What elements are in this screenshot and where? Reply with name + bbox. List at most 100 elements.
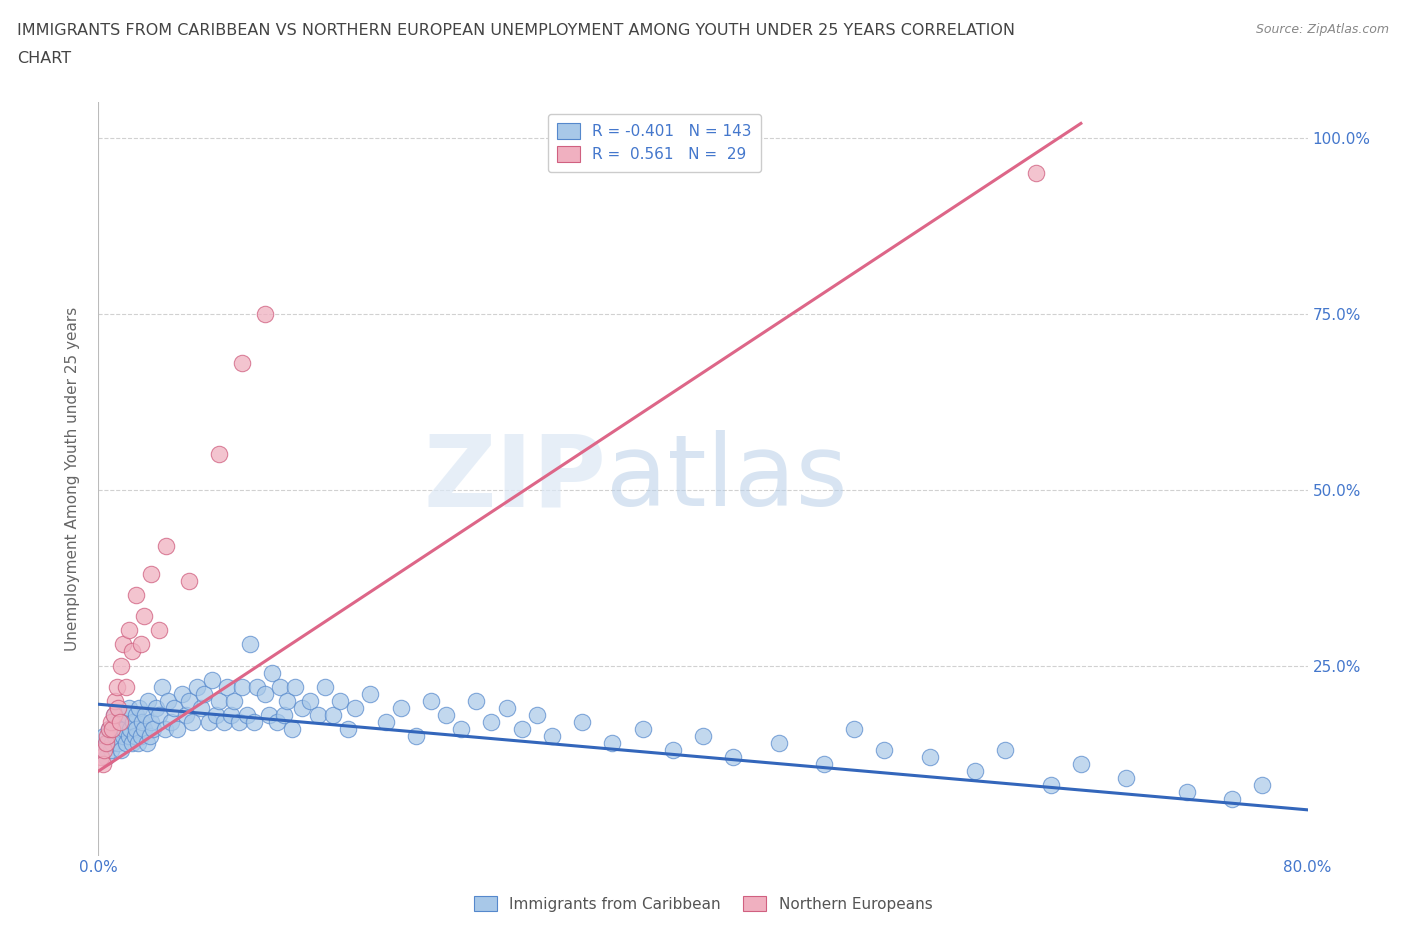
Point	[100, 742, 122, 757]
Point	[276, 693, 298, 708]
Point	[631, 722, 654, 737]
Point	[314, 679, 336, 694]
Point	[723, 750, 745, 764]
Point	[329, 693, 352, 708]
Point	[114, 736, 136, 751]
Point	[844, 722, 866, 737]
Point	[101, 722, 124, 737]
Point	[1070, 757, 1092, 772]
Point	[253, 686, 276, 701]
Point	[108, 714, 131, 729]
Point	[602, 736, 624, 751]
Point	[661, 742, 683, 757]
Point	[540, 728, 562, 743]
Point	[360, 686, 382, 701]
Point	[179, 574, 201, 589]
Point	[148, 708, 170, 723]
Point	[125, 708, 148, 723]
Point	[121, 644, 143, 658]
Point	[129, 637, 152, 652]
Point	[481, 714, 503, 729]
Point	[105, 679, 128, 694]
Point	[115, 708, 138, 723]
Point	[136, 693, 159, 708]
Point	[160, 714, 183, 729]
Point	[125, 588, 148, 603]
Point	[994, 742, 1017, 757]
Point	[153, 722, 176, 737]
Point	[235, 708, 257, 723]
Point	[434, 708, 457, 723]
Point	[918, 750, 941, 764]
Point	[273, 708, 295, 723]
Point	[1024, 166, 1046, 180]
Point	[107, 736, 129, 751]
Point	[1251, 777, 1274, 792]
Point	[145, 700, 167, 715]
Point	[131, 714, 153, 729]
Point	[181, 714, 204, 729]
Point	[1175, 785, 1198, 800]
Point	[104, 693, 127, 708]
Point	[322, 708, 344, 723]
Point	[205, 708, 228, 723]
Point	[107, 700, 129, 715]
Point	[108, 722, 131, 737]
Point	[450, 722, 472, 737]
Point	[111, 637, 134, 652]
Point	[118, 728, 141, 743]
Point	[193, 686, 215, 701]
Text: IMMIGRANTS FROM CARIBBEAN VS NORTHERN EUROPEAN UNEMPLOYMENT AMONG YOUTH UNDER 25: IMMIGRANTS FROM CARIBBEAN VS NORTHERN EU…	[17, 23, 1015, 38]
Point	[495, 700, 517, 715]
Point	[135, 736, 157, 751]
Point	[262, 665, 284, 680]
Point	[1220, 791, 1243, 806]
Point	[186, 679, 208, 694]
Point	[91, 757, 114, 772]
Point	[231, 679, 253, 694]
Point	[405, 728, 427, 743]
Point	[103, 722, 125, 737]
Point	[105, 714, 128, 729]
Point	[266, 714, 288, 729]
Point	[166, 722, 188, 737]
Point	[124, 728, 146, 743]
Point	[174, 708, 197, 723]
Point	[212, 714, 235, 729]
Point	[141, 714, 163, 729]
Point	[118, 623, 141, 638]
Point	[94, 750, 117, 764]
Point	[571, 714, 593, 729]
Point	[374, 714, 396, 729]
Point	[197, 714, 219, 729]
Point	[101, 736, 124, 751]
Point	[215, 679, 238, 694]
Point	[243, 714, 266, 729]
Point	[257, 708, 280, 723]
Point	[813, 757, 835, 772]
Point	[110, 714, 132, 729]
Point	[110, 658, 132, 673]
Point	[142, 722, 165, 737]
Point	[110, 742, 132, 757]
Legend: R = -0.401   N = 143, R =  0.561   N =  29: R = -0.401 N = 143, R = 0.561 N = 29	[548, 113, 761, 172]
Point	[231, 355, 253, 370]
Point	[163, 700, 186, 715]
Point	[170, 686, 193, 701]
Point	[208, 693, 231, 708]
Point	[299, 693, 322, 708]
Point	[208, 447, 231, 462]
Point	[90, 742, 112, 757]
Point	[692, 728, 714, 743]
Point	[190, 700, 212, 715]
Point	[253, 306, 276, 321]
Text: atlas: atlas	[606, 431, 848, 527]
Point	[155, 538, 177, 553]
Point	[139, 728, 162, 743]
Point	[873, 742, 896, 757]
Point	[228, 714, 250, 729]
Point	[224, 693, 246, 708]
Point	[121, 736, 143, 751]
Point	[141, 566, 163, 581]
Point	[965, 764, 987, 778]
